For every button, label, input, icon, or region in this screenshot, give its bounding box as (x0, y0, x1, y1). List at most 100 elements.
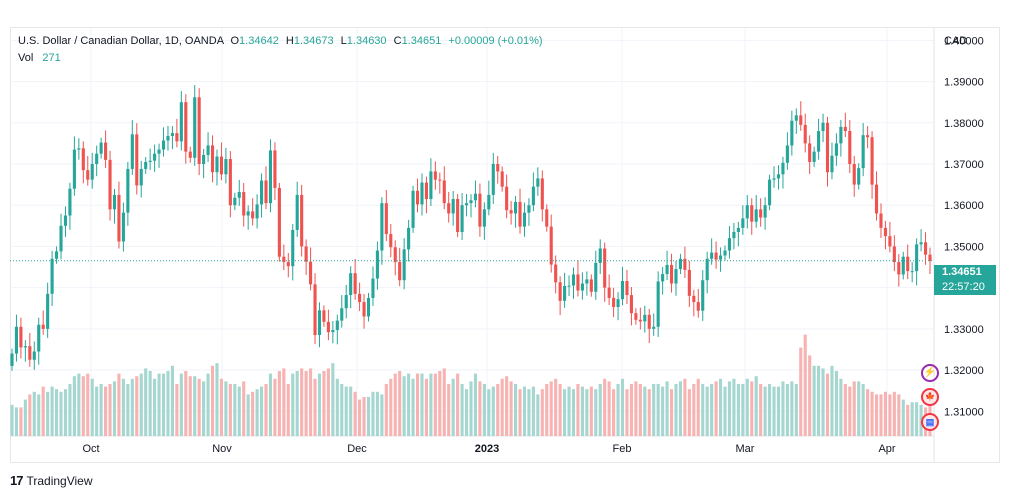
candle-body (407, 227, 411, 250)
x-tick-label: Oct (82, 443, 99, 455)
flag-us-icon[interactable]: ▤ (921, 413, 939, 431)
volume-bar (634, 381, 638, 436)
volume-bar (687, 389, 691, 436)
volume-bar (251, 391, 255, 436)
volume-bar (647, 389, 651, 436)
volume-bar (750, 381, 754, 436)
volume-bar (331, 363, 335, 436)
tradingview-name: TradingView (26, 473, 93, 488)
candle-body (10, 353, 14, 366)
volume-bar (808, 355, 812, 436)
low-value: 1.34630 (346, 35, 387, 47)
volume-bar (576, 384, 580, 436)
volume-bar (754, 376, 758, 436)
candle-body (598, 248, 602, 263)
candle-body (460, 205, 464, 232)
volume-bar (99, 384, 103, 436)
volume-bar (527, 389, 531, 436)
candle-body (620, 281, 625, 300)
tradingview-logo[interactable]: 17 TradingView (10, 473, 93, 488)
open-label: O (230, 35, 240, 47)
candle-body (888, 236, 892, 247)
volume-bar (567, 386, 571, 436)
candle-body (358, 293, 362, 303)
high-value: 1.34673 (293, 35, 334, 47)
y-tick-label: 1.37000 (944, 159, 984, 171)
candle-body (901, 256, 905, 275)
volume-bar (768, 384, 772, 436)
volume-bar (727, 381, 732, 436)
y-tick-label: 1.38000 (944, 118, 984, 130)
volume-bar (153, 378, 157, 436)
volume-bar (558, 384, 562, 436)
y-tick-label: 1.35000 (944, 241, 984, 253)
candle-body (923, 242, 928, 255)
candle-body (233, 197, 237, 206)
candle-body (812, 151, 816, 162)
candle-body (839, 126, 843, 144)
volume-bar (620, 378, 625, 436)
volume-bar (848, 386, 852, 436)
volume-bar (291, 373, 295, 436)
candle-body (794, 115, 798, 121)
candle-body (55, 251, 59, 259)
candle-body (843, 126, 847, 132)
volume-bar (126, 384, 130, 436)
volume-bar (175, 384, 179, 436)
candle-body (335, 320, 339, 331)
candle-body (509, 210, 513, 214)
lightning-icon[interactable]: ⚡ (921, 364, 939, 382)
volume-bar (344, 386, 348, 436)
volume-bar (683, 378, 687, 436)
volume-bar (277, 371, 281, 436)
volume-bar (264, 384, 268, 436)
candle-body (202, 154, 206, 164)
candle-body (487, 194, 491, 210)
volume-bar (393, 373, 397, 436)
volume-bar (295, 371, 299, 436)
candle-body (121, 212, 125, 242)
last-price-label[interactable]: 1.34651 22:57:20 (934, 265, 996, 295)
candle-body (808, 143, 812, 162)
volume-bar (678, 381, 683, 436)
countdown-timer: 22:57:20 (942, 281, 985, 293)
candle-body (701, 280, 705, 311)
volume-bar (799, 347, 803, 436)
volume-bar (402, 376, 406, 436)
volume-bar (897, 394, 901, 436)
volume-bar (206, 373, 210, 436)
volume-bar (144, 368, 148, 436)
volume-bar (629, 384, 633, 436)
candle-body (571, 274, 576, 286)
volume-bar (273, 378, 277, 436)
volume-bar (701, 384, 705, 436)
flag-canada-icon[interactable]: 🍁 (921, 388, 939, 406)
volume-bar (839, 378, 843, 436)
volume-bar (86, 373, 90, 436)
candle-body (117, 194, 121, 242)
symbol-header: U.S. Dollar / Canadian Dollar, 1D, OANDA… (18, 35, 543, 47)
candle-body (768, 179, 772, 206)
candle-body (353, 273, 357, 294)
candle-body (456, 199, 460, 232)
candle-body (72, 149, 76, 189)
candle-body (23, 346, 27, 348)
candle-body (286, 262, 290, 267)
volume-bar (242, 381, 246, 436)
volume-bar (219, 378, 224, 436)
volume-bar (469, 381, 473, 436)
candle-body (447, 203, 451, 214)
candle-body (371, 278, 375, 298)
candle-body (295, 194, 299, 230)
y-tick-label: 1.39000 (944, 77, 984, 89)
candle-body (897, 262, 901, 275)
candle-body (362, 302, 366, 317)
candle-body (99, 142, 103, 154)
candle-body (870, 137, 874, 185)
candle-body (491, 164, 495, 195)
change-value: +0.00009 (+0.01%) (448, 35, 543, 47)
volume-header: Vol 271 (18, 52, 61, 64)
volume-bar (656, 384, 660, 436)
candle-body (219, 156, 224, 175)
